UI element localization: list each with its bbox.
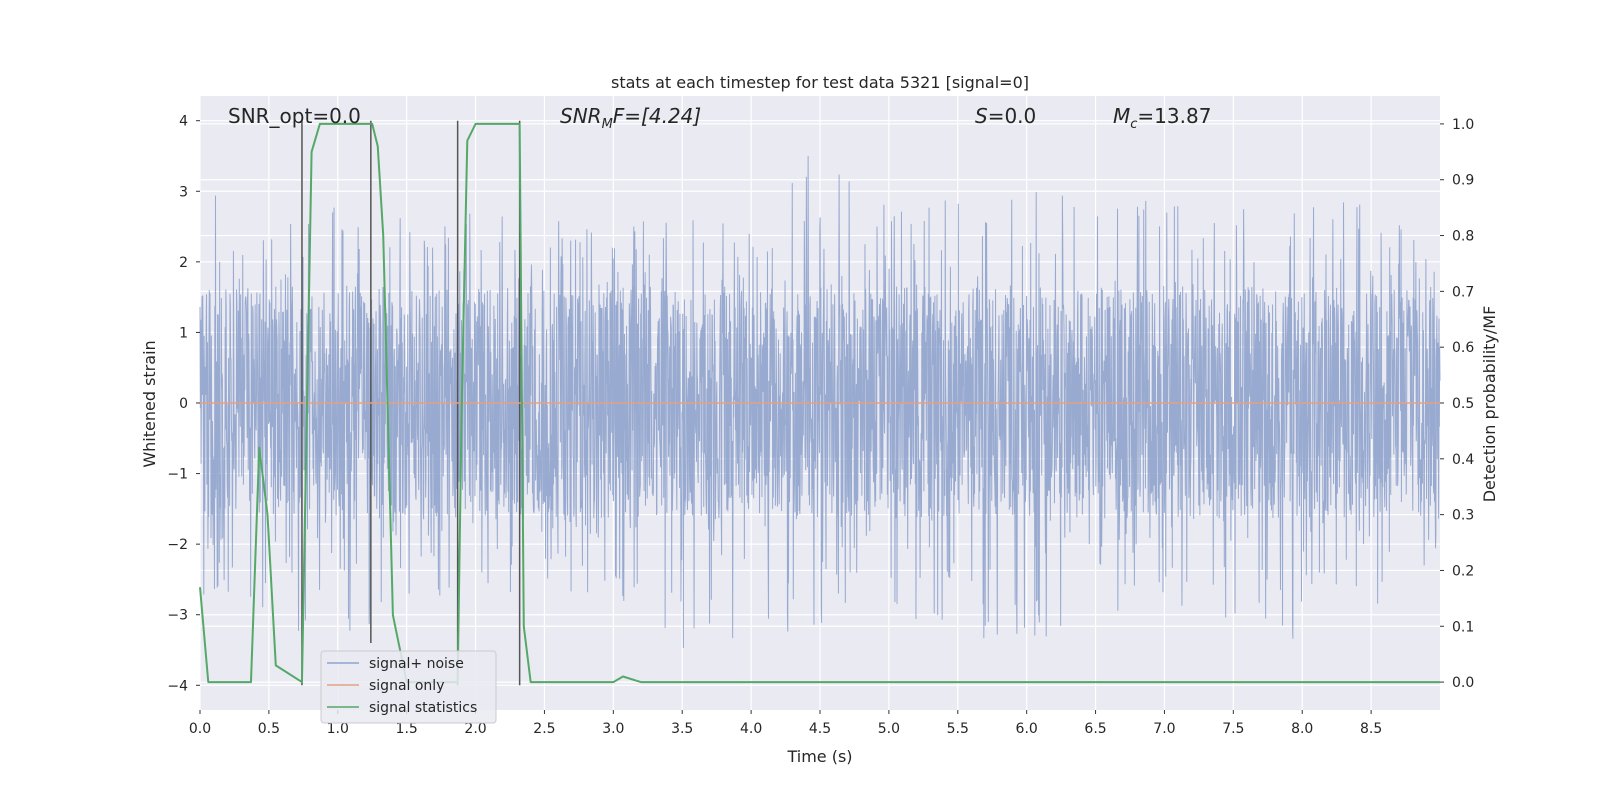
legend: signal+ noise signal only signal statist… — [320, 650, 497, 724]
snr-mf-rest: F=[4.24] — [613, 104, 701, 128]
x-tick-label-17: 8.5 — [1360, 721, 1382, 737]
y2-tick-label-4: 0.6 — [1452, 340, 1474, 356]
y2-tick-label-1: 0.9 — [1452, 173, 1474, 189]
mc-main: M — [1113, 104, 1130, 128]
signal-noise-series — [199, 156, 1441, 649]
mc-sub: c — [1130, 117, 1137, 132]
x-axis-label: Time (s) — [786, 747, 852, 766]
y2-tick-label-7: 0.3 — [1452, 508, 1474, 524]
x-tick-label-13: 6.5 — [1084, 721, 1106, 737]
x-tick-label-1: 0.5 — [258, 721, 280, 737]
legend-label-signal-noise: signal+ noise — [369, 656, 464, 672]
y-tick-label-0: 4 — [179, 114, 188, 130]
y-tick-label-3: 1 — [179, 325, 188, 341]
x-tick-label-10: 5.0 — [878, 721, 900, 737]
y-tick-label-7: −3 — [167, 608, 188, 624]
y2-tick-label-10: 0.0 — [1452, 675, 1474, 691]
x-tick-label-14: 7.0 — [1153, 721, 1175, 737]
x-tick-label-4: 2.0 — [464, 721, 486, 737]
y2-tick-label-5: 0.5 — [1452, 396, 1474, 412]
snr-mf-main: SNR — [560, 104, 602, 128]
signal-noise-line — [199, 156, 1441, 649]
y-tick-label-4: 0 — [179, 396, 188, 412]
annotation-mc: Mc=13.87 — [1113, 104, 1211, 132]
s-main: S — [975, 104, 988, 128]
chart-title: stats at each timestep for test data 532… — [611, 73, 1029, 92]
snr-mf-sub: M — [602, 117, 613, 132]
y-tick-label-6: −2 — [167, 537, 188, 553]
x-tick-label-12: 6.0 — [1016, 721, 1038, 737]
mc-rest: =13.87 — [1137, 104, 1211, 128]
x-tick-label-7: 3.5 — [671, 721, 693, 737]
y2-tick-label-8: 0.2 — [1452, 563, 1474, 579]
annotation-s: S=0.0 — [975, 104, 1036, 128]
annotation-snr-mf: SNRMF=[4.24] — [560, 104, 701, 132]
signal-statistics-series — [199, 122, 1440, 684]
y-tick-label-2: 2 — [179, 255, 188, 271]
y2-axis-label: Detection probability/MF — [1480, 306, 1499, 503]
signal-statistics-line — [199, 122, 1440, 684]
x-tick-label-5: 2.5 — [533, 721, 555, 737]
x-tick-label-6: 3.0 — [602, 721, 624, 737]
y2-tick-label-0: 1.0 — [1452, 117, 1474, 133]
legend-label-signal-only: signal only — [369, 678, 444, 694]
annotation-snr-opt: SNR_opt=0.0 — [228, 104, 361, 128]
x-tick-label-3: 1.5 — [396, 721, 418, 737]
y-tick-label-5: −1 — [167, 467, 188, 483]
x-tick-label-11: 5.5 — [947, 721, 969, 737]
legend-label-signal-statistics: signal statistics — [369, 700, 477, 716]
x-tick-label-0: 0.0 — [189, 721, 211, 737]
y2-tick-label-2: 0.8 — [1452, 229, 1474, 245]
x-tick-label-8: 4.0 — [740, 721, 762, 737]
y2-tick-label-9: 0.1 — [1452, 619, 1474, 635]
s-rest: =0.0 — [988, 104, 1037, 128]
x-tick-label-15: 7.5 — [1222, 721, 1244, 737]
y2-tick-label-3: 0.7 — [1452, 284, 1474, 300]
axes: 0.0 0.5 1.0 1.5 2.0 2.5 3.0 3.5 4.0 4.5 5.0 5.5 6.0 6… — [167, 114, 1474, 737]
y-tick-label-1: 3 — [179, 184, 188, 200]
y-tick-label-8: −4 — [167, 678, 188, 694]
x-tick-label-16: 8.0 — [1291, 721, 1313, 737]
y-axis-label: Whitened strain — [140, 340, 159, 467]
legend-box — [320, 650, 497, 724]
y2-tick-label-6: 0.4 — [1452, 452, 1474, 468]
x-tick-label-9: 4.5 — [809, 721, 831, 737]
x-tick-label-2: 1.0 — [327, 721, 349, 737]
